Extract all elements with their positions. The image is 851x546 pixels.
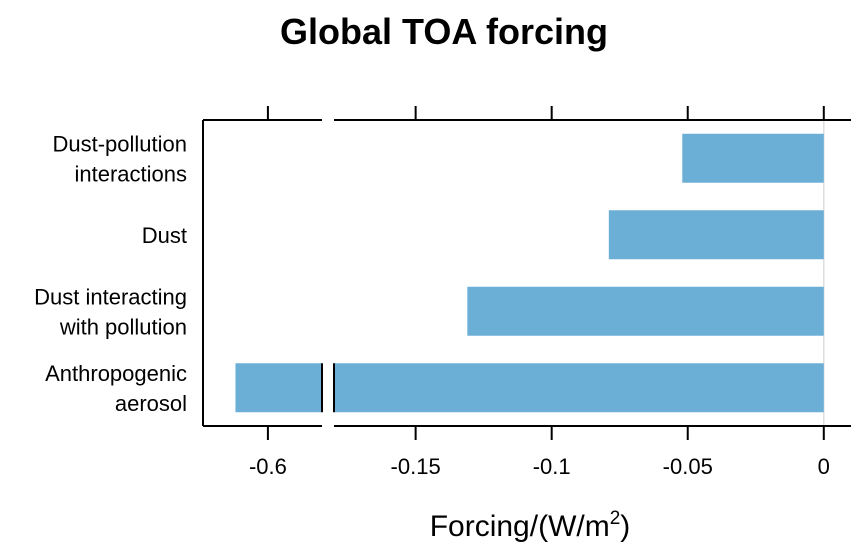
category-label-3: Anthropogenic aerosol [45, 361, 187, 416]
tick-label--0.15: -0.15 [391, 454, 441, 479]
x-axis-title: Forcing/(W/m2) [430, 508, 631, 543]
bar-2 [467, 286, 824, 336]
tick-label--0.6: -0.6 [249, 454, 287, 479]
bar-3-right-part [334, 363, 824, 413]
tick-label-0: 0 [818, 454, 830, 479]
bar-3-left-part [235, 363, 322, 413]
category-label-2: Dust interacting with pollution [34, 284, 187, 339]
tick-label--0.05: -0.05 [663, 454, 713, 479]
chart-title: Global TOA forcing [280, 11, 608, 52]
tick-label--0.1: -0.1 [533, 454, 571, 479]
category-label-0: Dust-pollution interactions [52, 131, 187, 186]
bar-1 [608, 210, 824, 260]
plot-area: Dust-pollution interactions Dust Dust inter… [34, 106, 851, 479]
category-label-1: Dust [142, 223, 187, 248]
bar-0 [682, 133, 824, 183]
